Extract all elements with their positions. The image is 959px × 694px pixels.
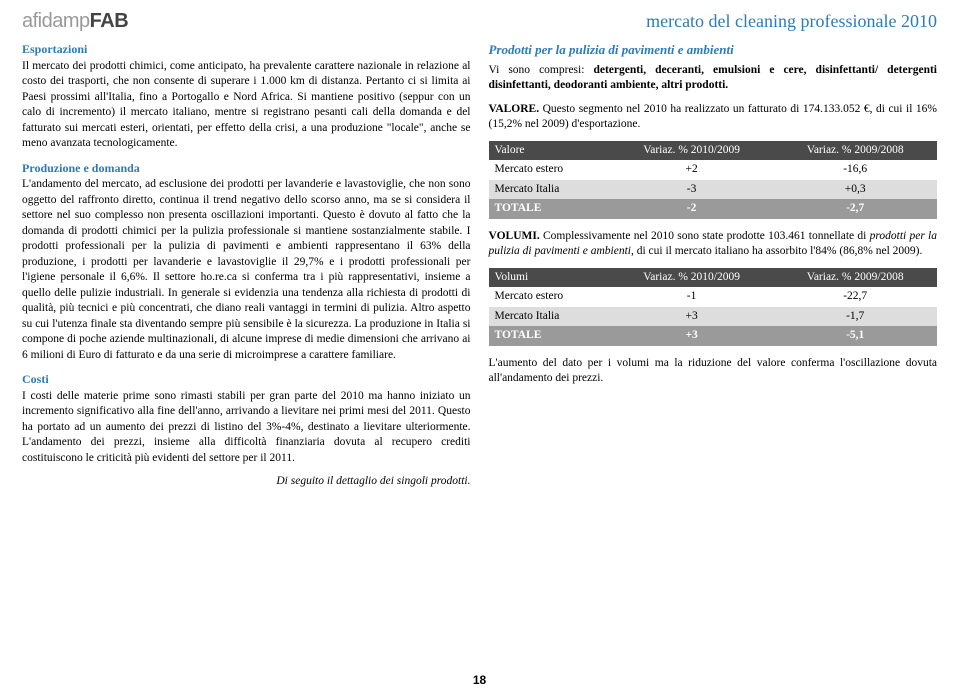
- t1-r0-c1: +2: [610, 160, 774, 180]
- brand-logo: afidampFAB: [22, 8, 128, 35]
- table-row: Mercato estero +2 -16,6: [489, 160, 938, 180]
- left-column: Esportazioni Il mercato dei prodotti chi…: [22, 41, 471, 490]
- produzione-body: L'andamento del mercato, ad esclusione d…: [22, 177, 471, 363]
- t2-tot-c2: -5,1: [773, 326, 937, 346]
- t2-tot-c1: +3: [610, 326, 774, 346]
- t2-r0-c1: -1: [610, 287, 774, 307]
- t1-r0-c2: -16,6: [773, 160, 937, 180]
- costi-body: I costi delle materie prime sono rimasti…: [22, 389, 471, 467]
- t2-h2: Variaz. % 2009/2008: [773, 268, 937, 288]
- valore-para: VALORE. Questo segmento nel 2010 ha real…: [489, 102, 938, 133]
- table-row: Mercato Italia +3 -1,7: [489, 307, 938, 327]
- volumi-label: VOLUMI.: [489, 230, 540, 242]
- valore-label: VALORE.: [489, 103, 540, 115]
- prodotti-title: Prodotti per la pulizia di pavimenti e a…: [489, 41, 938, 59]
- t1-h2: Variaz. % 2009/2008: [773, 141, 937, 161]
- t2-r1-c1: +3: [610, 307, 774, 327]
- t1-r1-c1: -3: [610, 180, 774, 200]
- volumi-text-post: , di cui il mercato italiano ha assorbit…: [631, 245, 922, 257]
- esportazioni-body: Il mercato dei prodotti chimici, come an…: [22, 59, 471, 152]
- table-row-totale: TOTALE +3 -5,1: [489, 326, 938, 346]
- t1-r1-c2: +0,3: [773, 180, 937, 200]
- t2-r0-c2: -22,7: [773, 287, 937, 307]
- t2-h1: Variaz. % 2010/2009: [610, 268, 774, 288]
- logo-part2: FAB: [90, 10, 129, 32]
- t2-r0-label: Mercato estero: [489, 287, 610, 307]
- logo-part1: afidamp: [22, 10, 90, 32]
- t2-r1-c2: -1,7: [773, 307, 937, 327]
- esportazioni-heading: Esportazioni: [22, 42, 87, 56]
- page-number: 18: [473, 672, 486, 688]
- produzione-heading: Produzione e domanda: [22, 161, 140, 175]
- t1-r0-label: Mercato estero: [489, 160, 610, 180]
- prodotti-intro: Vi sono compresi: detergenti, deceranti,…: [489, 63, 938, 94]
- volumi-para: VOLUMI. Complessivamente nel 2010 sono s…: [489, 229, 938, 260]
- final-para: L'aumento del dato per i volumi ma la ri…: [489, 356, 938, 387]
- t2-tot-label: TOTALE: [489, 326, 610, 346]
- volumi-table: Volumi Variaz. % 2010/2009 Variaz. % 200…: [489, 268, 938, 346]
- t1-tot-c2: -2,7: [773, 199, 937, 219]
- t1-r1-label: Mercato Italia: [489, 180, 610, 200]
- t1-tot-c1: -2: [610, 199, 774, 219]
- t2-h0: Volumi: [489, 268, 610, 288]
- table-row: Mercato Italia -3 +0,3: [489, 180, 938, 200]
- intro-pre: Vi sono compresi:: [489, 64, 594, 76]
- table-row: Mercato estero -1 -22,7: [489, 287, 938, 307]
- t2-r1-label: Mercato Italia: [489, 307, 610, 327]
- costi-heading: Costi: [22, 372, 49, 386]
- table-row-totale: TOTALE -2 -2,7: [489, 199, 938, 219]
- valore-table: Valore Variaz. % 2010/2009 Variaz. % 200…: [489, 141, 938, 219]
- t1-tot-label: TOTALE: [489, 199, 610, 219]
- t1-h1: Variaz. % 2010/2009: [610, 141, 774, 161]
- footer-note: Di seguito il dettaglio dei singoli prod…: [22, 474, 471, 490]
- t1-h0: Valore: [489, 141, 610, 161]
- right-column: Prodotti per la pulizia di pavimenti e a…: [489, 41, 938, 490]
- volumi-text-pre: Complessivamente nel 2010 sono state pro…: [540, 230, 870, 242]
- valore-text: Questo segmento nel 2010 ha realizzato u…: [489, 103, 938, 131]
- page-header-title: mercato del cleaning professionale 2010: [646, 9, 937, 33]
